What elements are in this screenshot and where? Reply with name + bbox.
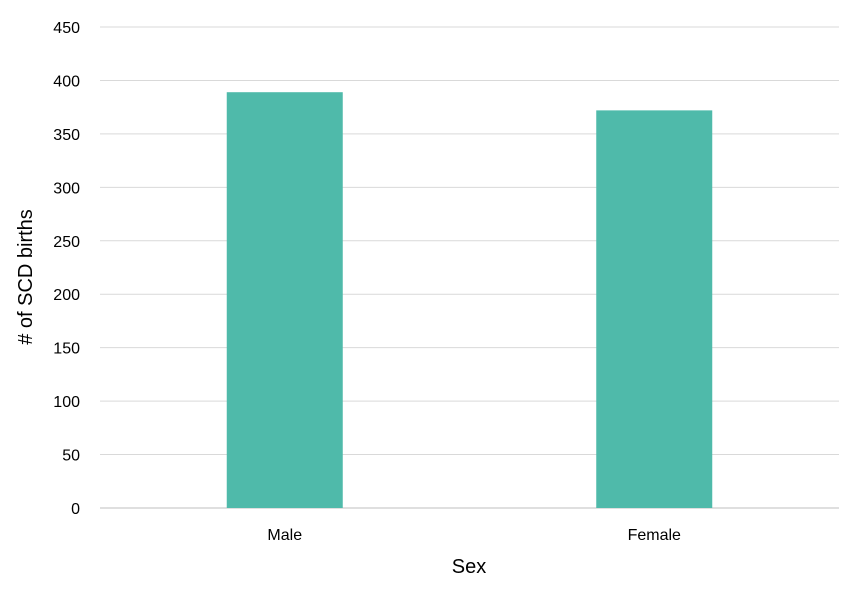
y-tick-label: 0 xyxy=(71,501,80,518)
y-tick-label: 100 xyxy=(53,394,80,411)
y-tick-label: 400 xyxy=(53,73,80,90)
bars xyxy=(226,92,713,509)
y-tick-label: 200 xyxy=(53,287,80,304)
bar-female xyxy=(596,110,713,508)
y-tick-label: 250 xyxy=(53,234,80,251)
y-tick-label: 300 xyxy=(53,180,80,197)
y-tick-label: 450 xyxy=(53,20,80,37)
y-tick-label: 350 xyxy=(53,127,80,144)
bar-male xyxy=(226,92,343,509)
gridlines xyxy=(100,26,839,509)
x-category-labels: Male Female xyxy=(267,527,681,544)
x-category-label: Male xyxy=(267,527,302,544)
y-axis-title: # of SCD births xyxy=(15,209,37,345)
x-category-label: Female xyxy=(628,527,681,544)
y-tick-label: 150 xyxy=(53,341,80,358)
y-tick-label: 50 xyxy=(62,448,80,465)
y-tick-labels: 0 50 100 150 200 250 300 350 400 450 xyxy=(53,20,80,518)
x-axis-title: Sex xyxy=(452,556,486,578)
